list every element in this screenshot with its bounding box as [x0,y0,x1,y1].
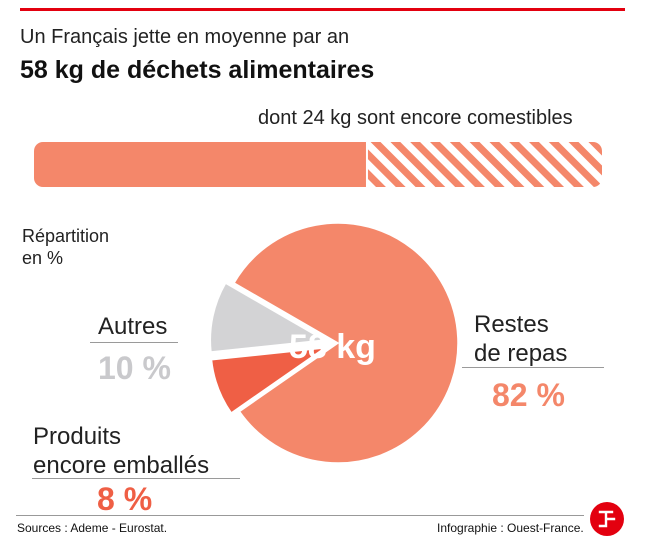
label-restes-line-2: de repas [474,340,568,367]
ouest-france-logo [590,502,624,536]
label-restes-line-1: Restes [474,311,549,338]
repartition-label: Répartition en % [22,225,109,269]
label-produits-line-1: Produits [33,423,122,450]
pct-autres: 10 % [98,350,171,386]
total-waste-bar [34,142,602,187]
pct-restes: 82 % [492,377,565,413]
repartition-line-1: Répartition [22,226,110,246]
sources-text: Sources : Ademe - Eurostat. [17,521,168,535]
pie-slice-autres [209,282,327,353]
bar-inedible-segment [34,142,367,187]
pie-slice-produits-encore-emball-s [210,347,326,414]
edible-note: dont 24 kg sont encore comestibles [258,107,573,129]
chart-subtitle: Un Français jette en moyenne par an [20,26,350,48]
footer-divider [16,515,584,516]
top-accent-line [20,8,625,11]
pie-center-label: 58 kg [289,328,376,366]
label-produits-line-2: encore emballés [33,452,210,479]
repartition-line-2: en % [22,248,64,268]
chart-title: 58 kg de déchets alimentaires [20,56,375,84]
credit-text: Infographie : Ouest-France. [437,521,584,535]
label-autres: Autres [98,313,168,340]
bar-edible-segment [366,142,602,187]
pct-produits: 8 % [97,481,153,517]
label-restes: Restes de repas [474,310,567,368]
pie-slice-restes-de-repas [233,222,459,464]
rule-restes [462,367,604,368]
rule-produits [32,478,240,479]
label-produits: Produits encore emballés [33,422,209,480]
rule-autres [90,342,178,343]
